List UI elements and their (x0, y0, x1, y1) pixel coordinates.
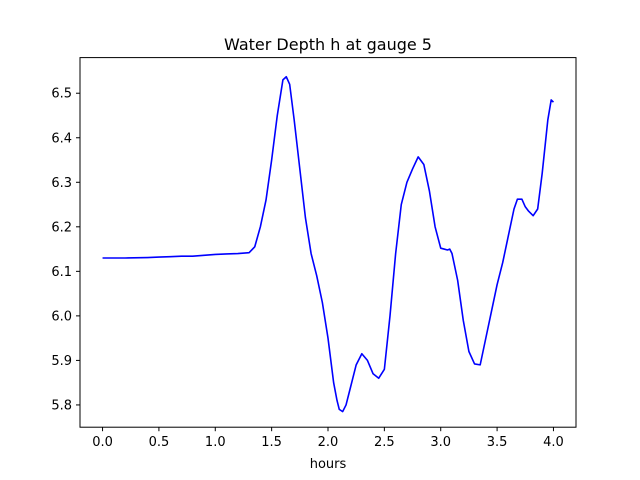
y-tick-label: 6.5 (51, 87, 72, 102)
chart-title: Water Depth h at gauge 5 (224, 35, 432, 54)
y-tick-label: 5.8 (51, 398, 72, 413)
y-tick-label: 6.3 (51, 176, 72, 191)
x-axis: 0.0 0.5 1.0 1.5 2.0 2.5 3.0 3.5 4.0 (92, 427, 564, 450)
y-tick-label: 5.9 (51, 354, 72, 369)
x-tick-label: 0.0 (92, 435, 113, 450)
water-depth-line (102, 75, 555, 413)
y-tick-label: 6.1 (51, 265, 72, 280)
x-tick-label: 2.0 (318, 435, 339, 450)
y-tick-label: 6.4 (51, 131, 72, 146)
y-tick-label: 6.2 (51, 220, 72, 235)
x-tick-label: 1.5 (261, 435, 282, 450)
y-tick-label: 6.0 (51, 309, 72, 324)
x-tick-label: 2.5 (374, 435, 395, 450)
x-axis-label: hours (310, 457, 347, 472)
x-tick-label: 3.0 (430, 435, 451, 450)
y-axis: 5.8 5.9 6.0 6.1 6.2 6.3 6.4 6.5 (51, 87, 80, 413)
x-tick-label: 3.5 (487, 435, 508, 450)
x-tick-label: 1.0 (205, 435, 226, 450)
x-tick-label: 4.0 (543, 435, 564, 450)
x-tick-label: 0.5 (149, 435, 170, 450)
series-layer (102, 75, 555, 413)
